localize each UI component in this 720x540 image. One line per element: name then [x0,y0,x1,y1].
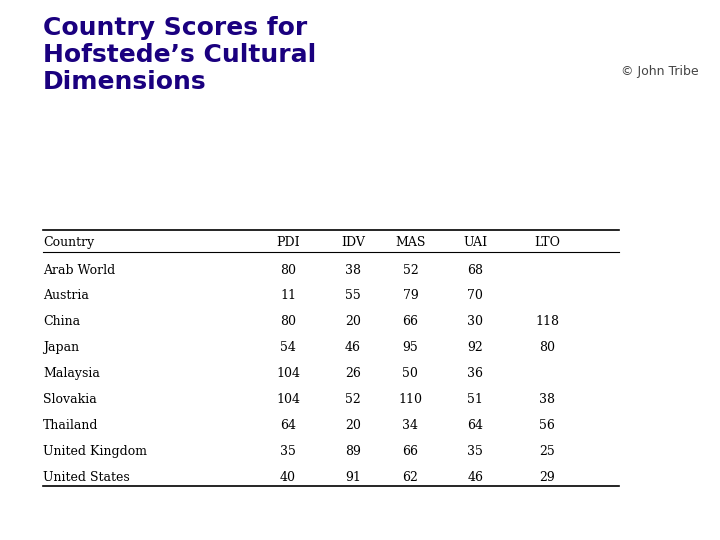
Text: 66: 66 [402,445,418,458]
Text: Country Scores for
Hofstede’s Cultural
Dimensions: Country Scores for Hofstede’s Cultural D… [43,16,317,94]
Text: 118: 118 [535,315,559,328]
Text: 92: 92 [467,341,483,354]
Text: 40: 40 [280,471,296,484]
Text: United Kingdom: United Kingdom [43,445,147,458]
Text: 110: 110 [398,393,423,406]
Text: 20: 20 [345,419,361,432]
Text: 80: 80 [280,264,296,276]
Text: 38: 38 [539,393,555,406]
Text: Austria: Austria [43,289,89,302]
Text: IDV: IDV [341,237,365,249]
Text: Malaysia: Malaysia [43,367,100,380]
Text: 91: 91 [345,471,361,484]
Text: 20: 20 [345,315,361,328]
Text: 64: 64 [280,419,296,432]
Text: 35: 35 [467,445,483,458]
Text: 54: 54 [280,341,296,354]
Text: Country: Country [43,237,94,249]
Text: 62: 62 [402,471,418,484]
Text: 104: 104 [276,367,300,380]
Text: 56: 56 [539,419,555,432]
Text: 38: 38 [345,264,361,276]
Text: 26: 26 [345,367,361,380]
Text: 66: 66 [402,315,418,328]
Text: LTO: LTO [534,237,560,249]
Text: 80: 80 [539,341,555,354]
Text: 50: 50 [402,367,418,380]
Text: 35: 35 [280,445,296,458]
Text: PDI: PDI [276,237,300,249]
Text: 64: 64 [467,419,483,432]
Text: 30: 30 [467,315,483,328]
Text: 34: 34 [402,419,418,432]
Text: 36: 36 [467,367,483,380]
Text: 51: 51 [467,393,483,406]
Text: 25: 25 [539,445,555,458]
Text: MAS: MAS [395,237,426,249]
Text: 52: 52 [345,393,361,406]
Text: 89: 89 [345,445,361,458]
Text: 104: 104 [276,393,300,406]
Text: United States: United States [43,471,130,484]
Text: Slovakia: Slovakia [43,393,97,406]
Text: © John Tribe: © John Tribe [621,65,698,78]
Text: 80: 80 [280,315,296,328]
Text: 52: 52 [402,264,418,276]
Text: 55: 55 [345,289,361,302]
Text: 11: 11 [280,289,296,302]
Text: UAI: UAI [463,237,487,249]
Text: 70: 70 [467,289,483,302]
Text: 29: 29 [539,471,555,484]
Text: Arab World: Arab World [43,264,115,276]
Text: 79: 79 [402,289,418,302]
Text: China: China [43,315,81,328]
Text: 46: 46 [467,471,483,484]
Text: 68: 68 [467,264,483,276]
Text: 46: 46 [345,341,361,354]
Text: 95: 95 [402,341,418,354]
Text: Thailand: Thailand [43,419,99,432]
Text: Japan: Japan [43,341,79,354]
